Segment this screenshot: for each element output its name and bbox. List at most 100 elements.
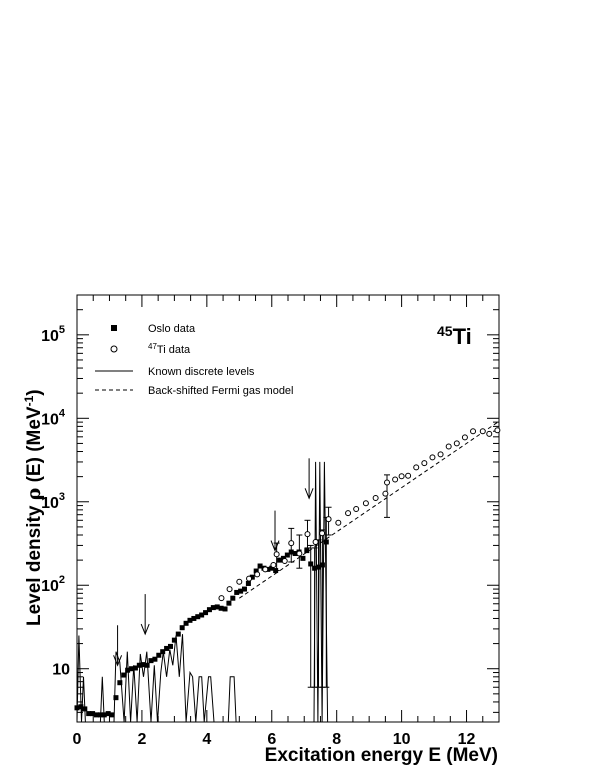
y-tick-base: 10 <box>52 662 70 679</box>
ti47-data-point <box>345 510 352 517</box>
ti47-data-point <box>304 531 311 538</box>
oslo-data-point <box>136 662 142 668</box>
x-tick-label: 6 <box>267 731 276 748</box>
ti47-data-point <box>226 586 233 593</box>
y-tick-exponent: 5 <box>59 324 65 336</box>
y-tick-exponent: 3 <box>59 491 65 503</box>
y-tick-exponent: 2 <box>59 574 65 586</box>
x-tick-label: 4 <box>202 731 211 748</box>
oslo-data-point <box>132 665 138 671</box>
axis-ticks <box>76 294 500 722</box>
ti47-data-point <box>325 516 332 523</box>
data-markers <box>74 427 501 718</box>
oslo-data-point <box>288 549 294 555</box>
oslo-data-point <box>203 610 209 616</box>
discrete-levels-line <box>76 461 329 723</box>
oslo-data-point <box>304 548 310 554</box>
oslo-data-point <box>93 712 99 718</box>
legend-ti47-text: Ti data <box>157 344 191 356</box>
y-tick-label: 105 <box>41 324 65 345</box>
x-axis-title: Excitation energy E (MeV) <box>265 745 498 766</box>
ti47-data-point <box>288 540 295 547</box>
oslo-data-point <box>222 606 228 612</box>
ti47-data-point <box>384 479 391 486</box>
ti47-data-point <box>335 519 342 526</box>
oslo-data-point <box>210 605 216 611</box>
oslo-data-point <box>167 643 173 649</box>
oslo-data-point <box>234 589 240 595</box>
oslo-data-point <box>214 604 220 610</box>
oslo-data-point <box>179 625 185 631</box>
ti47-data-point <box>429 454 436 461</box>
oslo-data-point <box>171 637 177 643</box>
oslo-data-point <box>206 607 212 613</box>
oslo-data-point <box>109 712 115 718</box>
y-tick-base: 10 <box>41 328 59 345</box>
arrow-head <box>113 655 123 667</box>
oslo-data-point <box>257 563 263 569</box>
oslo-data-point <box>218 605 224 611</box>
oslo-data-point <box>238 588 244 594</box>
oslo-data-point <box>144 662 150 668</box>
ti47-data-point <box>319 530 326 537</box>
ti47-data-point <box>392 476 399 483</box>
x-tick-label: 12 <box>458 731 476 748</box>
oslo-data-point <box>195 614 201 620</box>
oslo-data-point <box>160 649 166 655</box>
y-tick-label: 102 <box>41 574 65 595</box>
ti47-data-point <box>479 428 486 435</box>
oslo-data-point <box>226 600 232 606</box>
oslo-data-point <box>199 612 205 618</box>
oslo-data-point <box>129 666 135 672</box>
ti47-data-point <box>273 551 280 558</box>
oslo-data-point <box>140 662 146 668</box>
error-bars <box>273 474 391 688</box>
oslo-data-point <box>101 712 107 718</box>
nucleus-label: 45Ti <box>437 323 472 349</box>
ti47-data-point <box>262 566 269 573</box>
oslo-data-point <box>125 667 131 673</box>
nucleus-element: Ti <box>453 324 472 349</box>
legend-ti47-sup: 47 <box>148 342 157 351</box>
legend-label-fermi: Back-shifted Fermi gas model <box>148 385 294 397</box>
ti47-data-point <box>494 427 501 434</box>
y-tick-base: 10 <box>41 411 59 428</box>
oslo-data-point <box>312 565 318 571</box>
oslo-data-point <box>148 658 154 664</box>
oslo-data-point <box>117 680 123 686</box>
oslo-data-point <box>292 551 298 557</box>
fermi-gas-line <box>239 420 500 599</box>
x-tick-label: 10 <box>393 731 411 748</box>
ti47-data-point <box>413 464 420 471</box>
ti47-data-point <box>382 490 389 497</box>
ti47-data-point <box>296 550 303 557</box>
nucleus-mass-number: 45 <box>437 323 453 339</box>
oslo-data-point <box>183 620 189 626</box>
oslo-data-point <box>316 564 322 570</box>
oslo-data-point <box>82 706 88 712</box>
legend-label-oslo: Oslo data <box>148 323 196 335</box>
oslo-data-point <box>97 712 103 718</box>
ti47-data-point <box>254 571 261 578</box>
ti47-data-point <box>398 473 405 480</box>
oslo-data-point <box>156 652 162 658</box>
ti47-data-point <box>353 505 360 512</box>
y-tick-label: 10 <box>52 662 70 679</box>
arrow-annotations <box>113 458 314 667</box>
oslo-data-point <box>253 568 259 574</box>
ti47-data-point <box>246 575 253 582</box>
oslo-data-point <box>308 561 314 567</box>
legend-marker-ti47 <box>110 345 118 353</box>
ti47-data-point <box>281 558 288 565</box>
y-tick-base: 10 <box>41 495 59 512</box>
oslo-data-point <box>269 565 275 571</box>
oslo-data-point <box>121 672 127 678</box>
legend-marker-oslo <box>111 325 117 331</box>
oslo-data-point <box>105 711 111 717</box>
y-title-rho: ρ <box>23 488 45 501</box>
y-tick-label: 104 <box>41 407 66 428</box>
ti47-data-point <box>312 538 319 545</box>
oslo-data-point <box>113 695 119 701</box>
oslo-data-point <box>74 705 80 711</box>
x-tick-label: 2 <box>137 731 146 748</box>
